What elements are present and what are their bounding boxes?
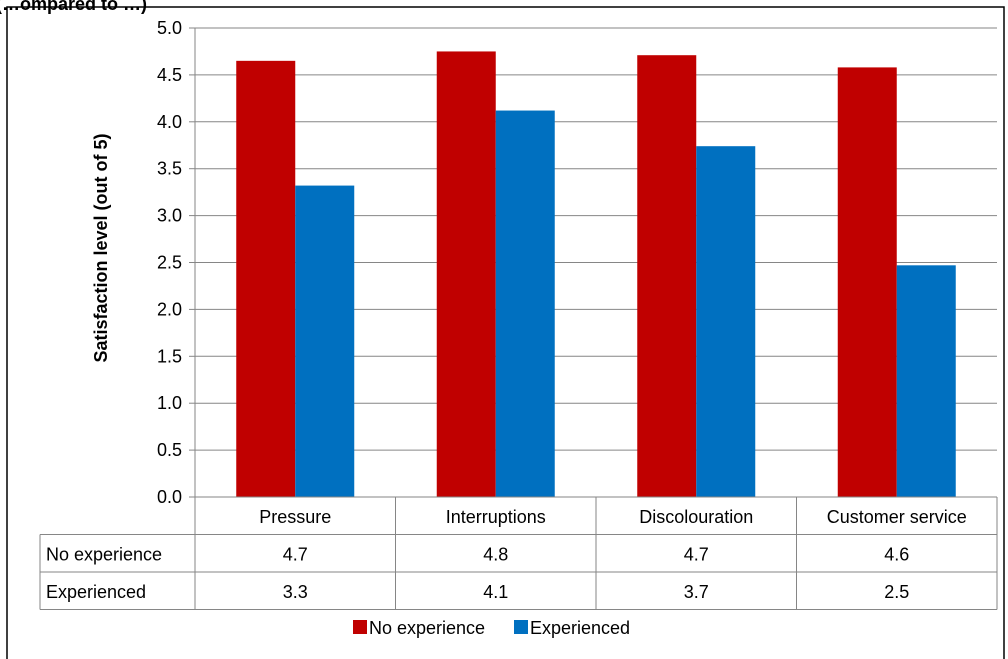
y-tick-label: 3.0 [157, 206, 182, 226]
legend-label: Experienced [530, 618, 630, 638]
bar [637, 55, 697, 498]
table-value: 4.7 [283, 544, 308, 564]
table-series-name: Experienced [46, 582, 146, 602]
category-label: Discolouration [639, 507, 753, 527]
data-table: Pressure Interruptions Discolouration Custo… [39, 496, 998, 610]
table-series-name: No experience [46, 544, 162, 564]
y-tick-label: 2.0 [157, 299, 182, 319]
table-value: 4.6 [884, 544, 909, 564]
y-tick-label: 0.0 [157, 487, 182, 507]
bar [436, 51, 496, 497]
table-value: 2.5 [884, 582, 909, 602]
y-tick-label: 2.5 [157, 253, 182, 273]
bar [696, 146, 756, 498]
y-tick-label: 4.0 [157, 112, 182, 132]
table-value: 3.7 [684, 582, 709, 602]
table-value: 3.3 [283, 582, 308, 602]
table-value: 4.7 [684, 544, 709, 564]
y-tick-label: 3.5 [157, 159, 182, 179]
bar [236, 60, 296, 498]
category-label: Customer service [827, 507, 967, 527]
y-tick-label: 1.5 [157, 346, 182, 366]
y-tick-label: 5.0 [157, 18, 182, 38]
y-axis: 0.0 0.5 1.0 1.5 2.0 2.5 3.0 3.5 4.0 4.5 5.0 [157, 18, 196, 507]
legend-swatch [353, 620, 367, 634]
y-tick-label: 1.0 [157, 393, 182, 413]
table-value: 4.1 [483, 582, 508, 602]
category-label: Interruptions [446, 507, 546, 527]
bar [495, 110, 555, 497]
legend-label: No experience [369, 618, 485, 638]
category-label: Pressure [259, 507, 331, 527]
bar [837, 67, 897, 497]
table-value: 4.8 [483, 544, 508, 564]
bar [295, 185, 355, 498]
chart-frame [6, 6, 1005, 659]
bars [236, 51, 956, 498]
legend: No experience Experienced [353, 618, 630, 638]
bar [896, 265, 956, 497]
y-tick-label: 4.5 [157, 65, 182, 85]
legend-swatch [514, 620, 528, 634]
y-axis-label: Satisfaction level (out of 5) [91, 133, 111, 362]
y-tick-label: 0.5 [157, 440, 182, 460]
